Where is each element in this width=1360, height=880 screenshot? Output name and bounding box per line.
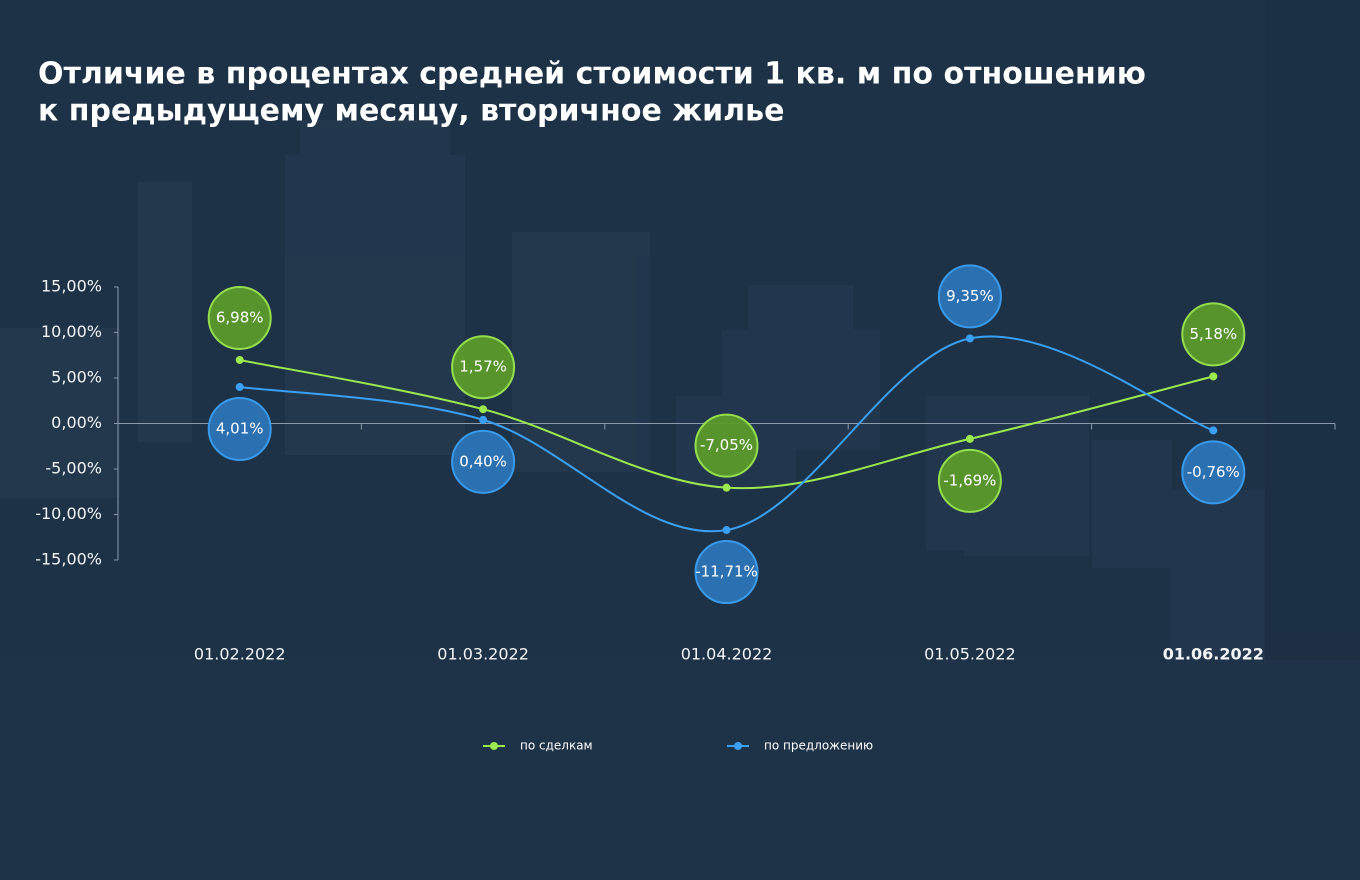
y-tick-label: 15,00% [41,277,102,296]
value-label: 5,18% [1189,325,1237,343]
x-tick-label: 01.02.2022 [194,645,286,664]
y-tick-label: 0,00% [51,413,102,432]
value-label: -0,76% [1187,463,1240,481]
point [1209,372,1218,381]
value-bubble [1181,302,1246,367]
value-bubble [451,429,516,494]
value-bubble [694,413,759,478]
value-label: 4,01% [216,420,264,438]
x-tick-label: 01.04.2022 [681,645,773,664]
x-tick-label: 01.03.2022 [437,645,529,664]
value-label: 0,40% [459,452,507,470]
value-bubble [1181,440,1246,505]
point [722,526,731,535]
value-bubble [207,397,272,462]
value-bubble [694,540,759,605]
value-bubble [937,264,1002,329]
y-tick-label: -15,00% [35,550,102,569]
chart-title: Отличие в процентах средней стоимости 1 … [38,57,1146,92]
value-label: -11,71% [695,563,758,581]
value-bubble [937,448,1002,513]
y-tick-label: -5,00% [45,459,102,478]
value-bubble [207,285,272,350]
point [479,415,488,424]
value-label: -7,05% [700,436,753,454]
point [235,355,244,364]
point [965,434,974,443]
value-bubble [451,335,516,400]
legend-label: по предложению [764,739,873,753]
y-tick-label: 10,00% [41,322,102,341]
value-label: -1,69% [943,471,996,489]
point [965,334,974,343]
legend-label: по сделкам [520,739,593,753]
value-label: 6,98% [216,308,264,326]
point [722,483,731,492]
legend-dot [490,742,498,750]
y-tick-label: 5,00% [51,368,102,387]
point [235,383,244,392]
legend-dot [734,742,742,750]
value-label: 1,57% [459,358,507,376]
x-tick-label: 01.06.2022 [1163,645,1264,664]
y-tick-label: -10,00% [35,504,102,523]
x-tick-label: 01.05.2022 [924,645,1016,664]
value-label: 9,35% [946,287,994,305]
chart-title: к предыдущему месяцу, вторичное жилье [38,94,784,129]
point [479,405,488,414]
point [1209,426,1218,435]
